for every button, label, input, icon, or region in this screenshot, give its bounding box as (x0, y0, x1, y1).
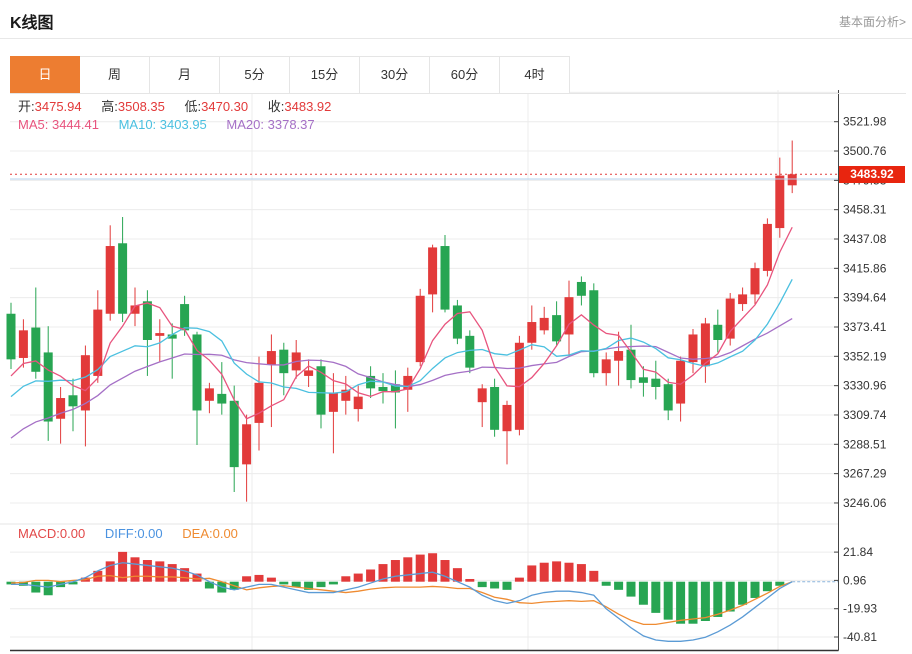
dea-line (10, 574, 793, 626)
price-axis-label: 3330.96 (843, 379, 887, 393)
dea-label: DEA: (182, 526, 213, 541)
ma5-label: MA5: (18, 117, 49, 132)
ma5-legend: MA5: 3444.41 (18, 117, 99, 132)
fundamental-analysis-link[interactable]: 基本面分析> (838, 15, 906, 29)
low-label: 低: (184, 99, 202, 114)
ma10-line (10, 279, 793, 398)
macd-axis-label: 21.84 (843, 545, 873, 559)
ma10-label: MA10: (118, 117, 157, 132)
low-value: 3470.30 (201, 99, 249, 114)
open-value: 3475.94 (34, 99, 82, 114)
ma20-label: MA20: (226, 117, 264, 132)
diff-value: 0.00 (137, 526, 163, 541)
ma-legend-row: MA5: 3444.41 MA10: 3403.95 MA20: 3378.37 (18, 117, 331, 132)
tab-6[interactable]: 60分 (430, 56, 500, 93)
page-title: K线图 (10, 15, 54, 32)
dea-value: 0.00 (212, 526, 238, 541)
ohlc-open: 开:3475.94 (18, 99, 82, 114)
macd-value: 0.00 (59, 526, 86, 541)
price-axis-label: 3267.29 (843, 467, 887, 481)
tab-2[interactable]: 月 (150, 56, 220, 93)
high-value: 3508.35 (117, 99, 165, 114)
price-axis-label: 3309.74 (843, 408, 887, 422)
ma10-value: 3403.95 (159, 117, 207, 132)
price-axis-label: 3246.06 (843, 496, 887, 510)
price-axis-label: 3437.08 (843, 232, 887, 246)
price-axis-label: 3373.41 (843, 320, 887, 334)
diff-legend: DIFF:0.00 (105, 526, 163, 541)
price-axis-label: 3521.98 (843, 115, 887, 129)
ohlc-row: 开:3475.94 高:3508.35 低:3470.30 收:3483.92 (18, 96, 347, 115)
price-axis-label: 3415.86 (843, 261, 887, 275)
tab-5[interactable]: 30分 (360, 56, 430, 93)
price-axis-label: 3352.19 (843, 349, 887, 363)
gridlines-layer (0, 90, 838, 650)
price-axis-label: 3288.51 (843, 437, 887, 451)
tab-1[interactable]: 周 (80, 56, 150, 93)
candles-layer (6, 140, 797, 502)
diff-line (11, 562, 793, 642)
price-axis-label: 3458.31 (843, 203, 887, 217)
tab-7[interactable]: 4时 (500, 56, 570, 93)
diff-label: DIFF: (104, 526, 138, 541)
reference-lines-layer (10, 173, 838, 180)
close-label: 收: (267, 99, 285, 114)
tab-4[interactable]: 15分 (290, 56, 360, 93)
ma10-legend: MA10: 3403.95 (119, 117, 207, 132)
macd-axis-label: -40.81 (843, 630, 877, 644)
ma20-legend: MA20: 3378.37 (226, 117, 314, 132)
macd-axis-label: 0.96 (843, 573, 867, 587)
price-axis-label: 3500.76 (843, 144, 887, 158)
close-value: 3483.92 (284, 99, 332, 114)
open-label: 开: (18, 99, 35, 114)
ma5-value: 3444.41 (51, 117, 99, 132)
title-divider (0, 38, 912, 39)
ma20-value: 3378.37 (267, 117, 315, 132)
macd-legend-row: MACD:0.00 DIFF:0.00 DEA:0.00 (18, 526, 254, 541)
ma5-line (10, 226, 793, 420)
price-axis-label: 3394.64 (843, 291, 887, 305)
ma-lines-layer (10, 226, 793, 439)
dea-legend: DEA:0.00 (182, 526, 238, 541)
period-tab-bar: 日周月 5分 15分 30分 60分 4时 (10, 56, 906, 94)
ohlc-high: 高:3508.35 (101, 99, 165, 114)
tab-3[interactable]: 5分 (220, 56, 290, 93)
ohlc-close: 收:3483.92 (268, 99, 332, 114)
macd-legend: MACD:0.00 (18, 526, 85, 541)
tab-0[interactable]: 日 (10, 56, 80, 93)
macd-label: MACD: (18, 526, 60, 541)
high-label: 高: (101, 99, 118, 114)
macd-layer (6, 551, 838, 642)
ohlc-low: 低:3470.30 (185, 99, 249, 114)
axis-layer: 3521.983500.763479.533458.313437.083415.… (10, 90, 887, 652)
macd-axis-label: -19.93 (843, 602, 877, 616)
current-price-tag: 3483.92 (839, 166, 905, 183)
ma20-line (10, 318, 793, 439)
